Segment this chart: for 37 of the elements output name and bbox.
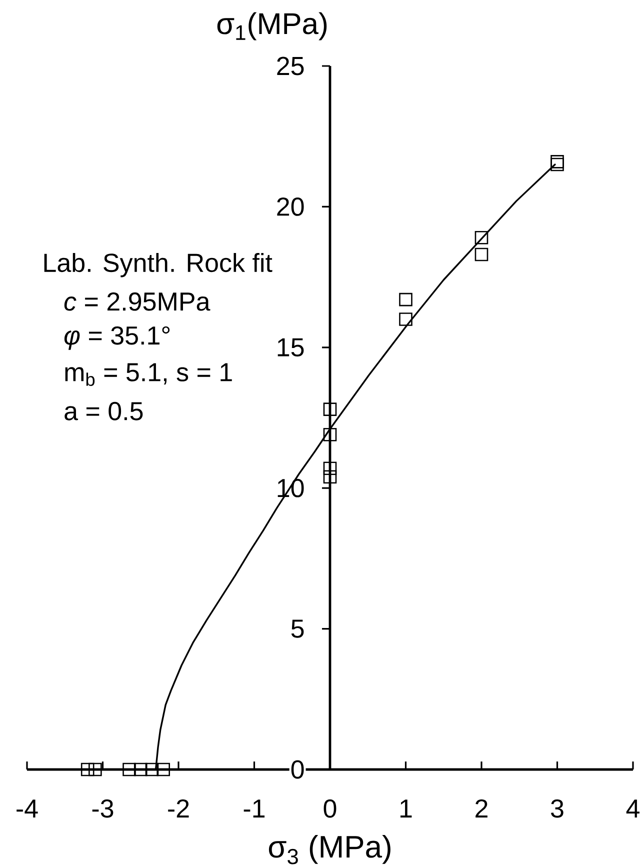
point (550, 158, 564, 172)
point (474, 248, 488, 262)
annotation: φ = 35.1° (64, 326, 170, 350)
x-axis-title: σ$_{3}$ (MPa) (268, 835, 390, 864)
point (323, 428, 337, 442)
point (80, 762, 94, 776)
y-tick-label: 20 (277, 197, 304, 216)
x-tick-label: 3 (550, 799, 564, 818)
y-tick-label: 0 (291, 760, 304, 779)
x-tick-label: 2 (476, 799, 488, 818)
annotation: c = 2.95MPa (64, 292, 210, 311)
annotation: Lab. Synth. Rock fit (44, 252, 272, 278)
point (399, 312, 412, 326)
point (88, 762, 102, 776)
annotation: m$_{b}$ = 5.1, s = 1 (65, 363, 232, 386)
point (323, 470, 337, 484)
x-tick-label: -2 (168, 799, 189, 818)
point (474, 231, 488, 244)
y-tick-label: 15 (278, 338, 304, 356)
y-axis-title: σ$_{1}$(MPa) (217, 12, 327, 40)
x-tick-label: 1 (400, 800, 412, 818)
point (156, 762, 170, 776)
point (134, 762, 148, 776)
point (145, 762, 159, 776)
y-tick-label: 5 (291, 620, 304, 638)
x-tick-label: 4 (626, 800, 640, 818)
x-tick-label: -3 (92, 799, 114, 818)
point (399, 292, 412, 306)
point (323, 402, 337, 416)
annotation: a = 0.5 (64, 402, 143, 420)
point (550, 155, 564, 168)
point (122, 762, 136, 776)
x-tick-label: -4 (16, 800, 38, 818)
x-tick-label: 0 (324, 799, 336, 818)
point (323, 462, 337, 476)
x-tick-label: -1 (244, 800, 265, 818)
y-tick-label: 25 (277, 56, 304, 76)
